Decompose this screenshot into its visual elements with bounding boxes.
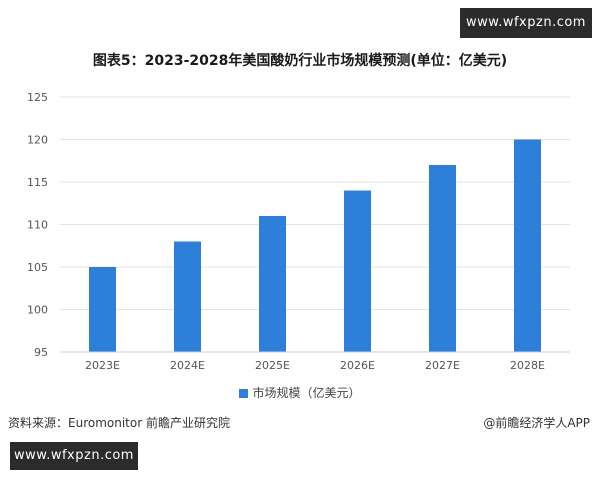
y-tick-label: 120: [27, 134, 48, 147]
bars: [89, 139, 541, 352]
y-tick-label: 125: [27, 91, 48, 104]
x-tick-label: 2023E: [85, 359, 120, 372]
source-note: 资料来源：Euromonitor 前瞻产业研究院: [8, 416, 230, 430]
watermark-top: www.wfxpzn.com: [460, 8, 592, 38]
x-tick-label: 2025E: [255, 359, 290, 372]
gridlines: [60, 96, 570, 310]
x-tick-label: 2027E: [425, 359, 460, 372]
y-tick-label: 100: [27, 304, 48, 317]
chart-title: 图表5：2023-2028年美国酸奶行业市场规模预测(单位：亿美元): [92, 53, 508, 69]
bar-2027E: [429, 165, 456, 352]
legend: 市场规模（亿美元）: [0, 384, 600, 401]
y-tick-label: 95: [34, 346, 48, 359]
credit-note: @前瞻经济学人APP: [483, 416, 590, 430]
y-tick-label: 110: [27, 219, 48, 232]
y-tick-label: 115: [27, 176, 48, 189]
x-tick-label: 2024E: [170, 359, 205, 372]
bar-2023E: [89, 267, 116, 352]
bar-2024E: [174, 241, 201, 352]
legend-label: 市场规模（亿美元）: [252, 386, 361, 400]
bar-2025E: [259, 216, 286, 352]
x-axis-ticks: 2023E 2024E 2025E 2026E 2027E 2028E: [85, 359, 545, 372]
y-axis-ticks: 95 100 105 110 115 120 125: [27, 91, 48, 359]
watermark-bottom: www.wfxpzn.com: [10, 442, 138, 470]
legend-swatch: [239, 389, 249, 398]
bar-2026E: [344, 190, 371, 352]
x-tick-label: 2026E: [340, 359, 375, 372]
x-tick-label: 2028E: [510, 359, 545, 372]
bar-2028E: [514, 139, 541, 352]
y-tick-label: 105: [27, 261, 48, 274]
